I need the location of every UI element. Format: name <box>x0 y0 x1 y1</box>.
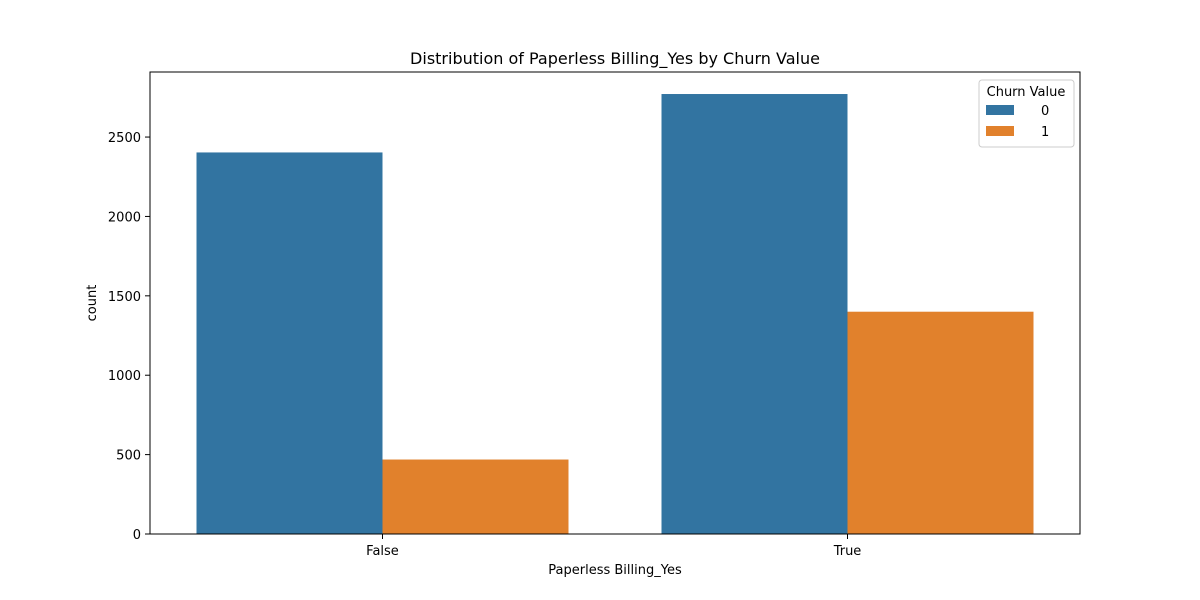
y-tick-label: 2500 <box>108 131 141 146</box>
y-tick-label: 500 <box>116 449 141 464</box>
bars-layer <box>196 94 1034 535</box>
y-tick-label: 2000 <box>108 210 141 225</box>
x-tick-label: True <box>833 544 862 559</box>
legend-swatch <box>986 126 1014 136</box>
legend-swatch <box>986 105 1014 115</box>
x-tick-label: False <box>366 544 399 559</box>
legend-items: 01 <box>986 104 1049 140</box>
chart-title: Distribution of Paperless Billing_Yes by… <box>410 49 820 69</box>
x-axis: False True <box>366 534 861 559</box>
legend: Churn Value 01 <box>978 79 1075 148</box>
axes-frame <box>149 71 1081 535</box>
y-axis-label: count <box>85 285 100 322</box>
legend-title: Churn Value <box>987 85 1066 100</box>
x-axis-label: Paperless Billing_Yes <box>548 563 682 578</box>
y-tick-label: 1500 <box>108 290 141 305</box>
bar-false-churn-0 <box>196 152 383 534</box>
bar-true-churn-1 <box>847 311 1034 534</box>
bar-false-churn-1 <box>382 459 569 534</box>
y-tick-label: 0 <box>133 528 141 543</box>
y-axis: 0 500 1000 1500 2000 2500 <box>108 131 150 543</box>
legend-label: 1 <box>1041 125 1049 140</box>
y-tick-label: 1000 <box>108 369 141 384</box>
bar-true-churn-0 <box>661 94 848 535</box>
legend-label: 0 <box>1041 104 1049 119</box>
